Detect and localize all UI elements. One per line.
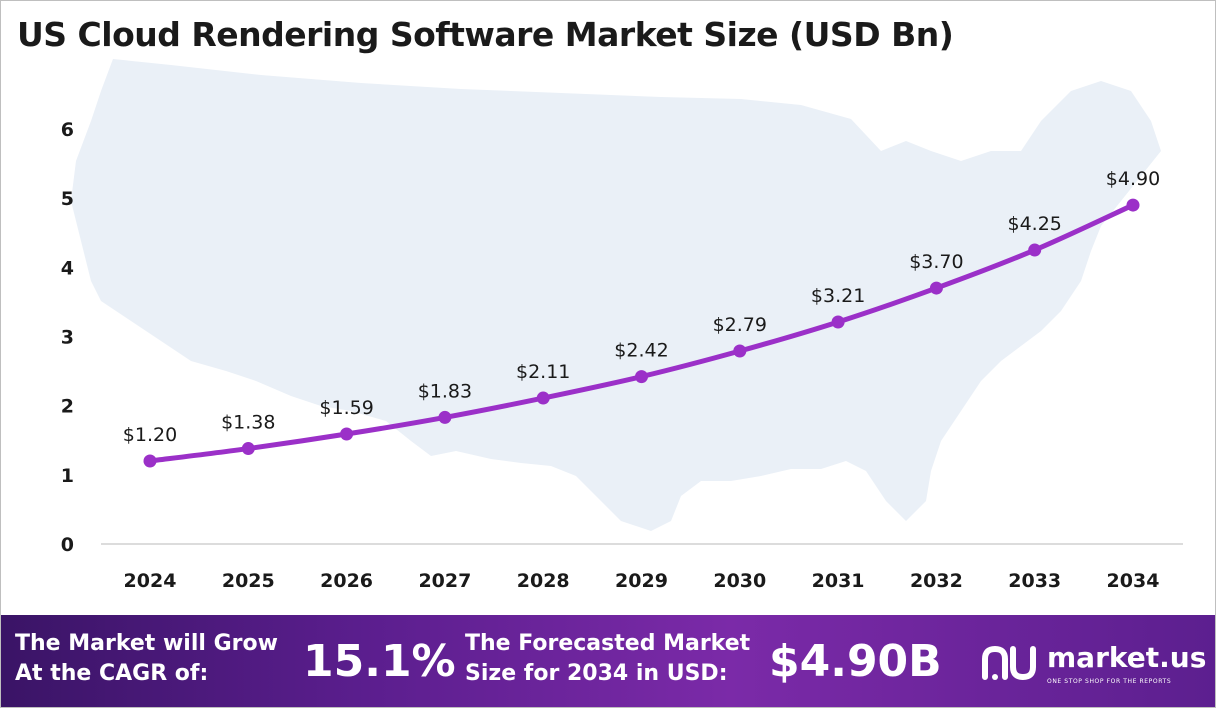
x-tick-label: 2030 [713, 570, 766, 592]
brand-tagline: ONE STOP SHOP FOR THE REPORTS [1047, 678, 1172, 685]
data-label: $2.42 [614, 340, 668, 362]
data-point [536, 391, 550, 405]
x-tick-label: 2027 [418, 570, 471, 592]
brand-name: market.us [1047, 641, 1207, 674]
brand-logo-block: market.us ONE STOP SHOP FOR THE REPORTS [981, 639, 1211, 693]
data-label: $1.38 [221, 412, 275, 434]
x-tick-label: 2033 [1008, 570, 1061, 592]
data-point [1126, 198, 1140, 212]
data-point [143, 454, 157, 468]
data-point [241, 442, 255, 456]
data-label: $3.70 [909, 251, 963, 273]
y-tick-label: 6 [61, 119, 74, 141]
cagr-label-line1: The Market will Grow [15, 631, 278, 656]
y-tick-label: 4 [61, 257, 74, 279]
data-label: $1.83 [418, 380, 472, 402]
data-label: $2.11 [516, 361, 570, 383]
x-tick-label: 2026 [320, 570, 373, 592]
line-chart: 0 1 2 3 4 5 6 2024 2025 2026 2027 2028 2029 2030 2031… [61, 59, 1183, 592]
data-label: $3.21 [811, 285, 865, 307]
data-point [438, 410, 452, 424]
y-tick-label: 3 [61, 327, 74, 349]
data-point [929, 281, 943, 295]
market-us-logo-icon [982, 645, 1036, 681]
footer-banner: The Market will Grow At the CAGR of: 15.… [1, 615, 1215, 707]
x-tick-label: 2028 [517, 570, 570, 592]
forecast-value: $4.90B [769, 636, 942, 687]
y-tick-label: 0 [61, 534, 74, 556]
forecast-label-line1: The Forecasted Market [465, 631, 751, 656]
x-tick-label: 2031 [812, 570, 865, 592]
data-label: $4.90 [1106, 168, 1160, 190]
cagr-label: The Market will Grow At the CAGR of: [15, 629, 278, 689]
y-tick-label: 1 [61, 465, 74, 487]
x-tick-label: 2034 [1107, 570, 1160, 592]
x-tick-label: 2032 [910, 570, 963, 592]
data-label: $4.25 [1007, 213, 1061, 235]
data-point [635, 370, 648, 384]
forecast-label: The Forecasted Market Size for 2034 in U… [465, 629, 750, 689]
data-label: $2.79 [713, 314, 767, 336]
cagr-value: 15.1% [303, 636, 456, 687]
x-tick-label: 2024 [124, 570, 177, 592]
data-point [831, 315, 845, 329]
y-tick-label: 2 [61, 396, 74, 418]
data-point [733, 344, 747, 358]
cagr-label-line2: At the CAGR of: [15, 661, 209, 686]
x-tick-label: 2029 [615, 570, 668, 592]
chart-title: US Cloud Rendering Software Market Size … [17, 15, 954, 54]
data-label: $1.59 [319, 397, 373, 419]
y-tick-label: 5 [61, 188, 74, 210]
x-tick-label: 2025 [222, 570, 275, 592]
us-map-background [71, 59, 1161, 531]
data-point [1028, 243, 1042, 257]
forecast-label-line2: Size for 2034 in USD: [465, 661, 728, 686]
data-point [340, 427, 354, 441]
data-label: $1.20 [123, 424, 177, 446]
